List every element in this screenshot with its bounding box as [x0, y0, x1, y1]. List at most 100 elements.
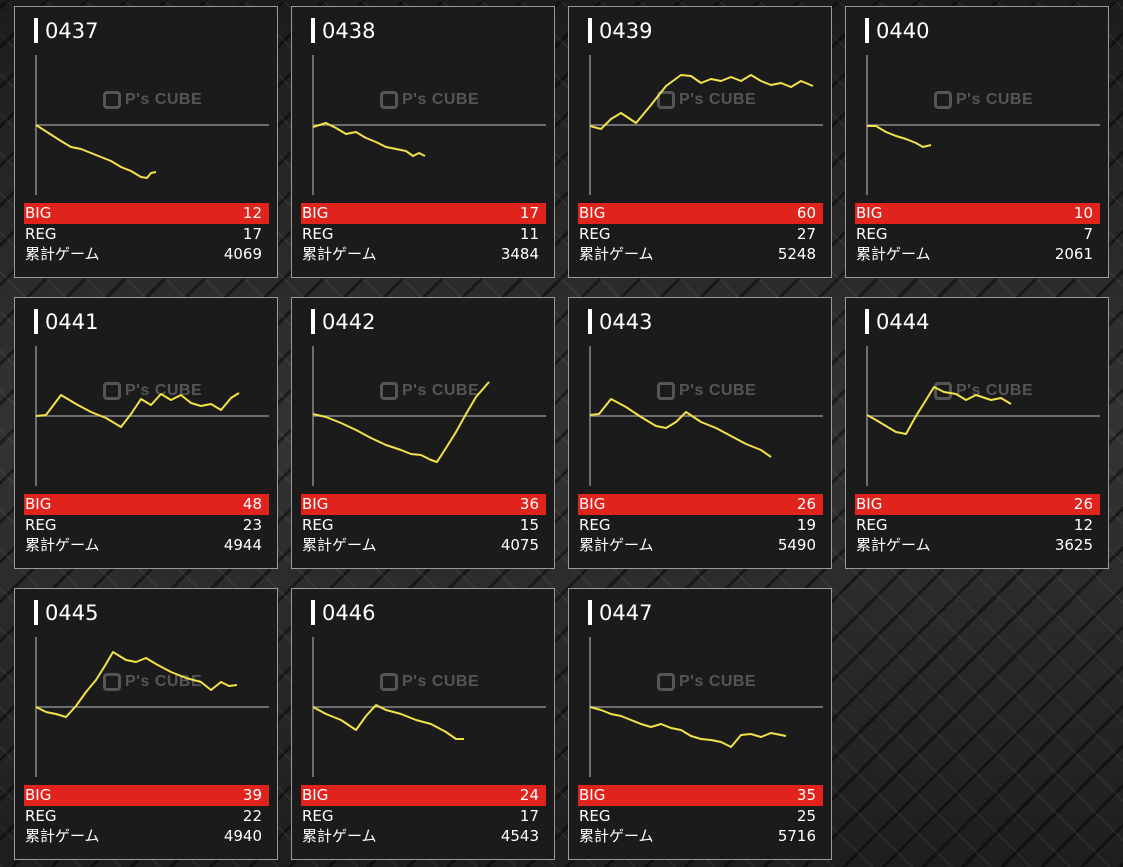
cube-logo-icon [657, 91, 675, 109]
big-count-row: BIG 35 [578, 785, 823, 806]
reg-label: REG [25, 807, 57, 825]
machine-number[interactable]: 0444 [876, 310, 930, 334]
total-games-label: 累計ゲーム [579, 245, 654, 263]
watermark-text: P's CUBE [125, 91, 203, 109]
slump-graph [312, 55, 546, 195]
title-accent-bar [34, 309, 38, 334]
reg-value: 22 [242, 807, 262, 825]
slump-line [35, 392, 240, 428]
slump-graph [589, 346, 823, 486]
machine-number[interactable]: 0438 [322, 19, 376, 43]
big-label: BIG [25, 786, 52, 804]
machine-card-0447[interactable]: 0447 P's CUBE BIG 35 REG 25 累計ゲーム 5716 [568, 588, 832, 860]
reg-label: REG [579, 225, 611, 243]
total-games-label: 累計ゲーム [25, 536, 100, 554]
slump-line [35, 651, 238, 718]
reg-label: REG [856, 516, 888, 534]
total-games-value: 4069 [223, 245, 262, 263]
machine-card-0442[interactable]: 0442 P's CUBE BIG 36 REG 15 累計ゲーム 4075 [291, 297, 555, 569]
slump-graph [866, 346, 1100, 486]
machine-card-0444[interactable]: 0444 P's CUBE BIG 26 REG 12 累計ゲーム 3625 [845, 297, 1109, 569]
machine-card-0439[interactable]: 0439 P's CUBE BIG 60 REG 27 累計ゲーム 5248 [568, 6, 832, 278]
reg-value: 23 [242, 516, 262, 534]
machine-card-0437[interactable]: 0437 P's CUBE BIG 12 REG 17 累計ゲーム 4069 [14, 6, 278, 278]
total-games-row: 累計ゲーム 4075 [301, 535, 546, 556]
reg-count-row: REG 27 [578, 224, 823, 245]
ps-cube-watermark-logo: P's CUBE [657, 673, 756, 691]
big-label: BIG [302, 495, 329, 513]
big-count-row: BIG 26 [578, 494, 823, 515]
total-games-label: 累計ゲーム [25, 245, 100, 263]
watermark-text: P's CUBE [679, 673, 757, 691]
slump-line [867, 125, 932, 148]
machine-number[interactable]: 0447 [599, 601, 653, 625]
machine-card-0443[interactable]: 0443 P's CUBE BIG 26 REG 19 累計ゲーム 5490 [568, 297, 832, 569]
cube-logo-icon [657, 382, 675, 400]
machine-number[interactable]: 0441 [45, 310, 99, 334]
machine-number[interactable]: 0440 [876, 19, 930, 43]
big-label: BIG [25, 204, 52, 222]
machine-card-0441[interactable]: 0441 P's CUBE BIG 48 REG 23 累計ゲーム 4944 [14, 297, 278, 569]
total-games-value: 4543 [500, 827, 539, 845]
big-value: 35 [796, 786, 816, 804]
big-label: BIG [579, 495, 606, 513]
title-accent-bar [311, 18, 315, 43]
big-value: 17 [519, 204, 539, 222]
big-count-row: BIG 48 [24, 494, 269, 515]
watermark-text: P's CUBE [956, 91, 1034, 109]
machine-number[interactable]: 0437 [45, 19, 99, 43]
title-accent-bar [311, 600, 315, 625]
big-value: 10 [1073, 204, 1093, 222]
machine-card-0446[interactable]: 0446 P's CUBE BIG 24 REG 17 累計ゲーム 4543 [291, 588, 555, 860]
machine-card-0438[interactable]: 0438 P's CUBE BIG 17 REG 11 累計ゲーム 3484 [291, 6, 555, 278]
machine-card-0440[interactable]: 0440 P's CUBE BIG 10 REG 7 累計ゲーム 2061 [845, 6, 1109, 278]
slump-graph [312, 637, 546, 777]
total-games-row: 累計ゲーム 5716 [578, 826, 823, 847]
machine-number[interactable]: 0442 [322, 310, 376, 334]
big-count-row: BIG 39 [24, 785, 269, 806]
reg-value: 15 [519, 516, 539, 534]
machine-number[interactable]: 0445 [45, 601, 99, 625]
slump-graph [35, 55, 269, 195]
reg-count-row: REG 7 [855, 224, 1100, 245]
big-value: 26 [1073, 495, 1093, 513]
watermark-text: P's CUBE [402, 673, 480, 691]
machine-number[interactable]: 0439 [599, 19, 653, 43]
big-label: BIG [579, 786, 606, 804]
total-games-row: 累計ゲーム 3625 [855, 535, 1100, 556]
total-games-label: 累計ゲーム [302, 536, 377, 554]
total-games-value: 5248 [777, 245, 816, 263]
reg-value: 12 [1073, 516, 1093, 534]
reg-count-row: REG 22 [24, 806, 269, 827]
cube-logo-icon [934, 382, 952, 400]
cube-logo-icon [380, 382, 398, 400]
ps-cube-watermark-logo: P's CUBE [103, 91, 202, 109]
machine-number[interactable]: 0446 [322, 601, 376, 625]
cube-logo-icon [103, 91, 121, 109]
machine-number[interactable]: 0443 [599, 310, 653, 334]
big-count-row: BIG 12 [24, 203, 269, 224]
reg-label: REG [302, 225, 334, 243]
title-accent-bar [34, 18, 38, 43]
slump-line [589, 74, 814, 130]
big-label: BIG [579, 204, 606, 222]
cube-logo-icon [934, 91, 952, 109]
title-accent-bar [588, 600, 592, 625]
big-count-row: BIG 60 [578, 203, 823, 224]
big-label: BIG [856, 204, 883, 222]
slump-graph [589, 637, 823, 777]
total-games-value: 2061 [1054, 245, 1093, 263]
total-games-row: 累計ゲーム 4069 [24, 244, 269, 265]
machine-card-0445[interactable]: 0445 P's CUBE BIG 39 REG 22 累計ゲーム 4940 [14, 588, 278, 860]
total-games-value: 3484 [500, 245, 539, 263]
big-count-row: BIG 24 [301, 785, 546, 806]
big-value: 39 [242, 786, 262, 804]
total-games-row: 累計ゲーム 3484 [301, 244, 546, 265]
slump-graph [589, 55, 823, 195]
reg-value: 17 [519, 807, 539, 825]
slump-line [312, 122, 426, 157]
reg-count-row: REG 11 [301, 224, 546, 245]
total-games-value: 4944 [223, 536, 262, 554]
big-count-row: BIG 36 [301, 494, 546, 515]
big-value: 60 [796, 204, 816, 222]
